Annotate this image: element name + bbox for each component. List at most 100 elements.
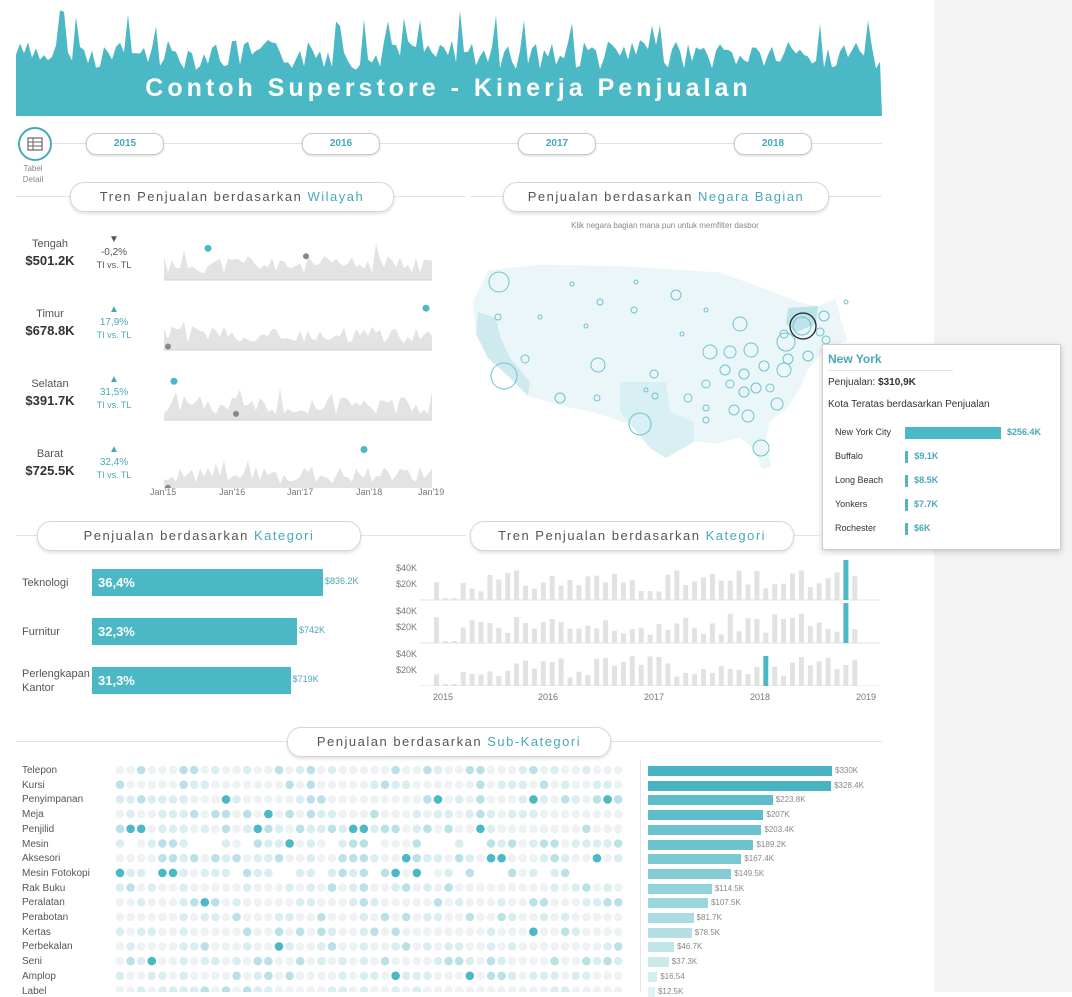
year-filter-2017[interactable]: 2017: [518, 133, 596, 155]
subcategory-label: Penjilid: [22, 823, 55, 835]
cat-trend-x-2019: 2019: [856, 692, 877, 702]
subcategory-bar[interactable]: [648, 854, 742, 865]
subcategory-bar[interactable]: [648, 766, 832, 776]
category-trend-bar: [478, 674, 484, 686]
subcat-dot: [412, 868, 422, 878]
category-trend-bar: [763, 656, 769, 686]
subcategory-bar[interactable]: [648, 810, 764, 821]
subcategory-bar[interactable]: [648, 971, 658, 982]
subcat-dot: [189, 956, 199, 966]
subcat-dot: [285, 942, 294, 951]
category-trend-bar: [460, 671, 466, 686]
category-trend-bar: [647, 656, 653, 686]
subcat-dot: [327, 853, 337, 863]
subcategory-bar[interactable]: [648, 780, 832, 791]
subcat-dot: [253, 824, 263, 834]
tooltip-sales: Penjualan: $310,9K: [828, 377, 916, 388]
category-bar[interactable]: [92, 569, 323, 596]
subcat-dot: [285, 839, 294, 848]
category-bar[interactable]: [92, 667, 291, 694]
category-trend-bar: [434, 582, 439, 600]
subcategory-bar[interactable]: [648, 898, 708, 909]
subcat-dot: [274, 795, 284, 804]
subcat-dot: [423, 824, 432, 834]
subcategory-bar[interactable]: [648, 795, 773, 806]
category-trend-bar: [701, 634, 706, 643]
subcat-dot: [465, 809, 475, 819]
subcat-dot: [317, 795, 326, 804]
state-bubble: [596, 298, 604, 306]
category-title-text: Penjualan berdasarkan: [83, 528, 254, 543]
subcategory-bar[interactable]: [648, 868, 732, 879]
sparkline-area: [164, 321, 432, 350]
subcategory-bar[interactable]: [648, 913, 694, 923]
subcategory-sales-value: $16.54: [660, 971, 685, 981]
subcat-dot: [242, 986, 252, 992]
category-trend-bar: [469, 588, 475, 600]
subcat-dot: [200, 956, 210, 966]
category-sales-value: $719K: [292, 674, 319, 684]
subcat-dot: [507, 824, 517, 834]
category-trend-bar: [594, 658, 600, 686]
subcat-dot: [370, 765, 379, 775]
subcat-dot: [550, 839, 559, 848]
subcat-dot: [571, 883, 581, 892]
subcat-dot: [115, 795, 125, 804]
subcat-dot: [126, 883, 135, 892]
subcat-section-title: Penjualan berdasarkan Sub-Kategori: [287, 727, 611, 757]
subcat-dot: [126, 971, 135, 981]
subcategory-bar[interactable]: [648, 839, 754, 850]
state-bubbles[interactable]: [488, 271, 849, 457]
subcat-dot: [560, 853, 570, 863]
subcat-dot: [507, 795, 517, 804]
category-trend-bar: [692, 581, 698, 600]
year-filter-2018[interactable]: 2018: [734, 133, 812, 155]
subcat-dot: [486, 927, 496, 936]
subcat-dot: [476, 927, 485, 936]
subcat-dot: [242, 853, 252, 863]
subcat-dot: [242, 765, 252, 775]
subcategory-bar[interactable]: [648, 957, 669, 968]
subcategory-bar[interactable]: [648, 824, 762, 835]
subcat-dot: [179, 942, 188, 951]
us-state-map[interactable]: [470, 262, 860, 477]
subcat-dot-row: [115, 912, 623, 922]
subcategory-bar[interactable]: [648, 883, 712, 894]
subcategory-sales-value: $203.4K: [764, 824, 795, 834]
subcat-dot: [253, 883, 263, 892]
category-trend-bar: [603, 620, 609, 643]
category-trend-bar: [816, 583, 822, 600]
subcategory-bar[interactable]: [648, 927, 692, 938]
subcat-dot: [306, 883, 316, 892]
subcategory-bar[interactable]: [648, 942, 675, 953]
subcat-dot: [454, 780, 464, 789]
tooltip-subtitle: Kota Teratas berdasarkan Penjualan: [828, 399, 990, 410]
year-filter-2015[interactable]: 2015: [86, 133, 164, 155]
subcat-dot: [592, 824, 602, 834]
state-bubble: [802, 350, 814, 362]
year-filter-2016[interactable]: 2016: [302, 133, 380, 155]
category-trend-bar: [514, 617, 520, 643]
category-trend-bar: [523, 585, 528, 600]
category-trend-bar: [505, 632, 511, 643]
state-bubble: [738, 368, 750, 380]
category-trend-bar: [656, 656, 662, 686]
subcat-dot: [539, 765, 549, 775]
subcat-dot: [592, 898, 602, 907]
subcat-dot: [370, 956, 379, 966]
subcat-dot: [539, 942, 549, 951]
category-trend-bar: [825, 657, 831, 686]
subcat-dot: [592, 780, 602, 789]
subcat-dot: [200, 912, 210, 922]
category-share-pct: 36,4%: [98, 575, 135, 590]
subcat-dot: [168, 824, 178, 834]
subcat-dot: [497, 839, 506, 848]
subcat-dot: [391, 956, 400, 966]
category-trend-bar: [852, 628, 858, 643]
region-axis-tick-4: Jan'19: [418, 487, 445, 497]
category-bar[interactable]: [92, 618, 297, 645]
subcat-dot: [348, 809, 358, 819]
subcat-dot: [539, 853, 549, 863]
detail-table-button[interactable]: [18, 127, 52, 161]
subcat-dot: [539, 824, 549, 834]
